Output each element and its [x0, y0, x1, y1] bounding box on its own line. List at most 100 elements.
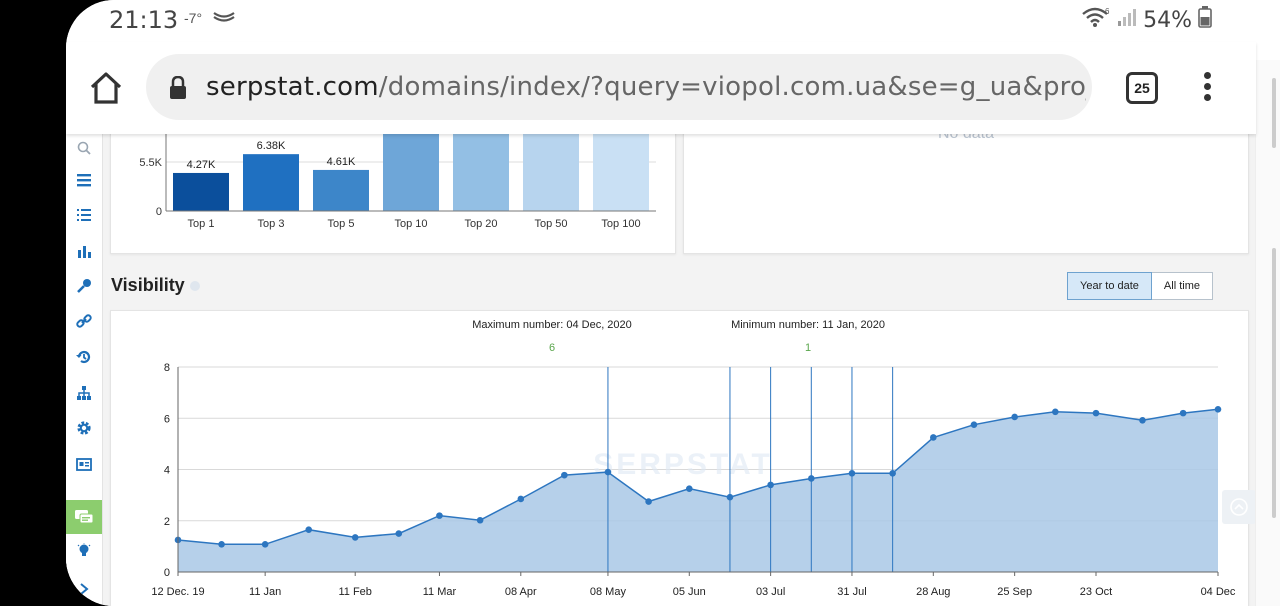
vis-x-tick: 05 Jun	[673, 586, 706, 598]
top-positions-card: 0 5.5K Top 1 4.27K Top 3 6.38K Top 5 4.61K Top 1…	[110, 128, 676, 254]
data-point	[561, 471, 568, 479]
browser-toolbar: serpstat.com/domains/index/?query=viopol…	[66, 42, 1256, 134]
vis-x-tick: 11 Jan	[249, 586, 281, 598]
data-point	[645, 498, 652, 505]
max-value: 6	[549, 342, 555, 354]
vis-y-tick: 8	[164, 362, 170, 374]
wifi-icon: 6	[1081, 6, 1111, 34]
vis-x-tick: 08 May	[590, 586, 627, 598]
data-point	[889, 470, 896, 477]
bar-x-tick: Top 5	[328, 218, 355, 230]
bar-x-tick: Top 50	[534, 218, 567, 230]
status-bar: 21:13 -7° 6 54%	[66, 0, 1280, 42]
battery-icon	[1198, 6, 1212, 34]
bar-x-tick: Top 10	[394, 218, 427, 230]
visibility-chart: Maximum number: 04 Dec, 2020 Minimum num…	[151, 319, 1236, 598]
vis-y-tick: 0	[164, 567, 170, 579]
data-point	[930, 434, 937, 441]
data-point	[305, 526, 313, 534]
data-point	[517, 495, 525, 503]
data-point	[218, 541, 225, 548]
bar-y-tick: 5.5K	[139, 157, 162, 169]
url-path: /domains/index/?query=viopol.com.ua&se=g…	[378, 72, 1086, 102]
min-value: 1	[805, 342, 811, 354]
bar	[523, 129, 579, 211]
tab-count-button[interactable]: 25	[1126, 72, 1158, 104]
bar-x-tick: Top 3	[258, 218, 285, 230]
bar-data-label: 6.38K	[257, 140, 286, 152]
data-point	[1179, 409, 1187, 417]
list-icon[interactable]	[73, 204, 95, 226]
gear-icon[interactable]	[73, 417, 95, 439]
all-time-button[interactable]: All time	[1151, 272, 1213, 300]
weather-icon	[212, 10, 236, 29]
bar-x-tick: Top 20	[464, 218, 497, 230]
scrollbar-thumb[interactable]	[1272, 78, 1276, 148]
data-point	[436, 512, 443, 519]
menu-icon[interactable]	[73, 169, 95, 191]
vis-x-tick: 25 Sep	[997, 586, 1032, 598]
data-point	[1011, 413, 1018, 421]
data-point	[1092, 409, 1100, 417]
empty-data-card: No data	[683, 125, 1249, 254]
vis-x-tick: 28 Aug	[916, 586, 950, 598]
bar-x-tick: Top 100	[601, 218, 640, 230]
data-point	[261, 541, 269, 548]
visibility-title: Visibility	[111, 275, 185, 295]
url-host: serpstat.com	[206, 72, 379, 102]
data-point	[767, 481, 774, 489]
battery-text: 54%	[1143, 7, 1192, 33]
max-label: Maximum number: 04 Dec, 2020	[472, 319, 632, 331]
bar-x-tick: Top 1	[188, 218, 215, 230]
page-scrollbar[interactable]	[1255, 60, 1280, 606]
bar	[383, 129, 439, 211]
vis-x-tick: 08 Apr	[505, 586, 537, 598]
year-to-date-button[interactable]: Year to date	[1067, 272, 1152, 300]
scrollbar-thumb-secondary[interactable]	[1272, 248, 1276, 518]
bar	[593, 129, 649, 212]
bar-y-tick: 0	[156, 206, 162, 218]
top-positions-chart: 0 5.5K Top 1 4.27K Top 3 6.38K Top 5 4.61K Top 1…	[139, 129, 656, 230]
data-point	[476, 516, 484, 524]
data-point	[726, 493, 734, 501]
phone-screen: 21:13 -7° 6 54% serpstat.com/domai	[66, 0, 1280, 606]
data-point	[848, 470, 856, 477]
data-point	[395, 530, 403, 537]
bar	[173, 172, 229, 211]
arrow-icon[interactable]	[73, 578, 95, 600]
bar	[453, 129, 509, 211]
vis-x-tick: 12 Dec. 19	[151, 586, 204, 598]
scroll-top-button[interactable]	[1222, 490, 1256, 524]
data-point	[970, 421, 978, 428]
lock-icon	[168, 75, 188, 105]
sitemap-icon[interactable]	[73, 382, 95, 404]
vis-x-tick: 11 Mar	[423, 586, 457, 598]
data-point	[685, 485, 693, 493]
key-icon[interactable]	[73, 275, 95, 297]
history-icon[interactable]	[73, 346, 95, 368]
search-icon[interactable]	[73, 137, 95, 159]
info-icon[interactable]	[190, 281, 200, 291]
status-right: 6 54%	[1081, 6, 1212, 34]
page-content: 0 5.5K Top 1 4.27K Top 3 6.38K Top 5 4.61K Top 1…	[66, 125, 1256, 606]
watermark: SERPSTAT	[593, 448, 773, 481]
bulb-icon[interactable]	[73, 540, 95, 562]
vis-x-tick: 04 Dec	[1201, 586, 1236, 598]
bar	[313, 169, 369, 211]
chart-icon[interactable]	[73, 240, 95, 262]
sidebar	[66, 134, 103, 606]
chat-icon[interactable]	[66, 500, 102, 534]
link-icon[interactable]	[73, 310, 95, 332]
more-menu-icon[interactable]	[1200, 72, 1214, 104]
home-icon[interactable]	[88, 70, 124, 106]
status-time: 21:13	[109, 6, 179, 34]
vis-x-tick: 11 Feb	[338, 586, 371, 598]
url-text: serpstat.com/domains/index/?query=viopol…	[206, 72, 1086, 102]
card-icon[interactable]	[73, 453, 95, 475]
address-bar[interactable]: serpstat.com/domains/index/?query=viopol…	[146, 54, 1092, 120]
vis-y-tick: 6	[164, 413, 170, 425]
visibility-line	[177, 408, 1219, 546]
signal-icon	[1117, 7, 1137, 33]
status-temperature: -7°	[184, 10, 203, 26]
vis-x-tick: 23 Oct	[1080, 586, 1112, 598]
